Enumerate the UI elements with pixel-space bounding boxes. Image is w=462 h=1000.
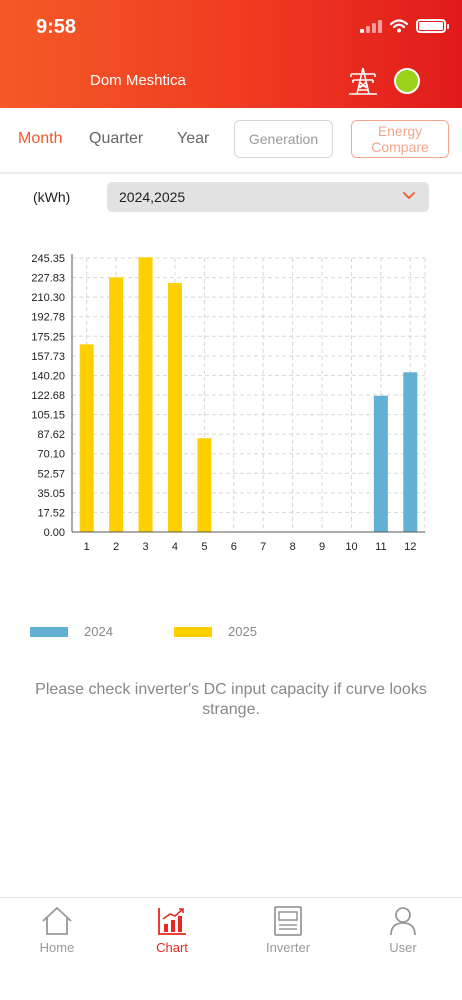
- y-tick-label: 87.62: [37, 429, 65, 441]
- bottom-nav: Home Chart Inverter User: [0, 897, 462, 1000]
- x-tick-label: 3: [142, 541, 148, 553]
- energy-compare-button[interactable]: Energy Compare: [351, 120, 449, 158]
- tab-year[interactable]: Year: [177, 130, 210, 147]
- nav-inverter[interactable]: Inverter: [248, 906, 328, 955]
- y-tick-label: 227.83: [31, 273, 65, 285]
- chevron-down-icon: [403, 192, 415, 199]
- legend-item-2025: 2025: [174, 624, 257, 639]
- chart-icon: [158, 908, 186, 935]
- y-tick-label: 210.30: [31, 292, 65, 304]
- period-tabs: Month Quarter Year Generation Energy Com…: [0, 118, 462, 162]
- tabs-divider: [0, 172, 462, 174]
- bar-2024-11[interactable]: [373, 395, 388, 532]
- user-icon: [390, 907, 416, 936]
- nav-inverter-label: Inverter: [265, 940, 311, 955]
- station-name: Dom Meshtica: [90, 72, 186, 89]
- online-status-indicator: [394, 68, 420, 94]
- y-tick-label: 192.78: [31, 312, 65, 324]
- y-tick-label: 70.10: [37, 449, 65, 461]
- status-icons: [360, 19, 449, 33]
- x-tick-label: 6: [231, 541, 237, 553]
- bar-2024-12[interactable]: [403, 372, 418, 532]
- bar-2025-4[interactable]: [167, 282, 182, 532]
- notice-text: Please check inverter's DC input capacit…: [35, 681, 427, 718]
- bar-2025-2[interactable]: [109, 277, 124, 532]
- generation-button[interactable]: Generation: [234, 120, 333, 158]
- bar-2025-5[interactable]: [197, 438, 212, 532]
- legend-label-2024: 2024: [84, 624, 113, 639]
- chart-legend: 2024 2025: [0, 620, 462, 644]
- y-tick-label: 175.25: [31, 331, 65, 343]
- tab-month[interactable]: Month: [18, 130, 63, 147]
- x-tick-label: 8: [290, 541, 296, 553]
- legend-swatch-2025: [174, 626, 212, 637]
- y-tick-label: 140.20: [31, 370, 65, 382]
- y-tick-label: 35.05: [37, 488, 65, 500]
- nav-user-label: User: [389, 940, 417, 955]
- y-tick-label: 157.73: [31, 351, 65, 363]
- nav-home-label: Home: [39, 940, 75, 955]
- x-tick-label: 7: [260, 541, 266, 553]
- app-header: 9:58 Dom Meshtica: [0, 0, 462, 108]
- battery-icon: [416, 19, 449, 33]
- tab-quarter[interactable]: Quarter: [89, 130, 144, 147]
- wifi-icon: [390, 19, 408, 33]
- nav-chart-label: Chart: [156, 940, 188, 955]
- nav-home[interactable]: Home: [17, 906, 97, 955]
- y-tick-label: 105.15: [31, 410, 65, 422]
- legend-label-2025: 2025: [228, 624, 257, 639]
- status-time: 9:58: [36, 16, 77, 38]
- x-tick-label: 1: [84, 541, 90, 553]
- x-tick-label: 4: [172, 541, 178, 553]
- x-tick-label: 5: [201, 541, 207, 553]
- legend-item-2024: 2024: [30, 624, 113, 639]
- y-tick-label: 52.57: [37, 468, 65, 480]
- inverter-icon: [274, 906, 302, 936]
- bar-2025-3[interactable]: [138, 257, 153, 532]
- y-tick-label: 17.52: [37, 507, 65, 519]
- x-tick-label: 2: [113, 541, 119, 553]
- year-selector[interactable]: 2024,2025: [107, 182, 429, 212]
- x-tick-label: 11: [375, 541, 386, 553]
- y-tick-label: 245.35: [31, 253, 65, 265]
- unit-label: (kWh): [33, 189, 71, 205]
- home-icon: [42, 907, 72, 935]
- nav-user[interactable]: User: [363, 906, 443, 955]
- bar-2025-1[interactable]: [79, 344, 94, 532]
- nav-chart[interactable]: Chart: [132, 906, 212, 955]
- x-tick-label: 10: [345, 541, 357, 553]
- x-tick-label: 9: [319, 541, 325, 553]
- power-tower-icon[interactable]: [347, 66, 379, 96]
- legend-swatch-2024: [30, 626, 68, 637]
- energy-bar-chart: 0.00 17.52 35.05 52.57 70.10 87.62 105.15 122.6…: [31, 253, 426, 553]
- year-selector-value: 2024,2025: [119, 189, 186, 205]
- x-tick-label: 12: [404, 541, 416, 553]
- y-tick-label: 0.00: [44, 527, 65, 539]
- cellular-signal-icon: [360, 19, 382, 33]
- y-tick-label: 122.68: [31, 390, 65, 402]
